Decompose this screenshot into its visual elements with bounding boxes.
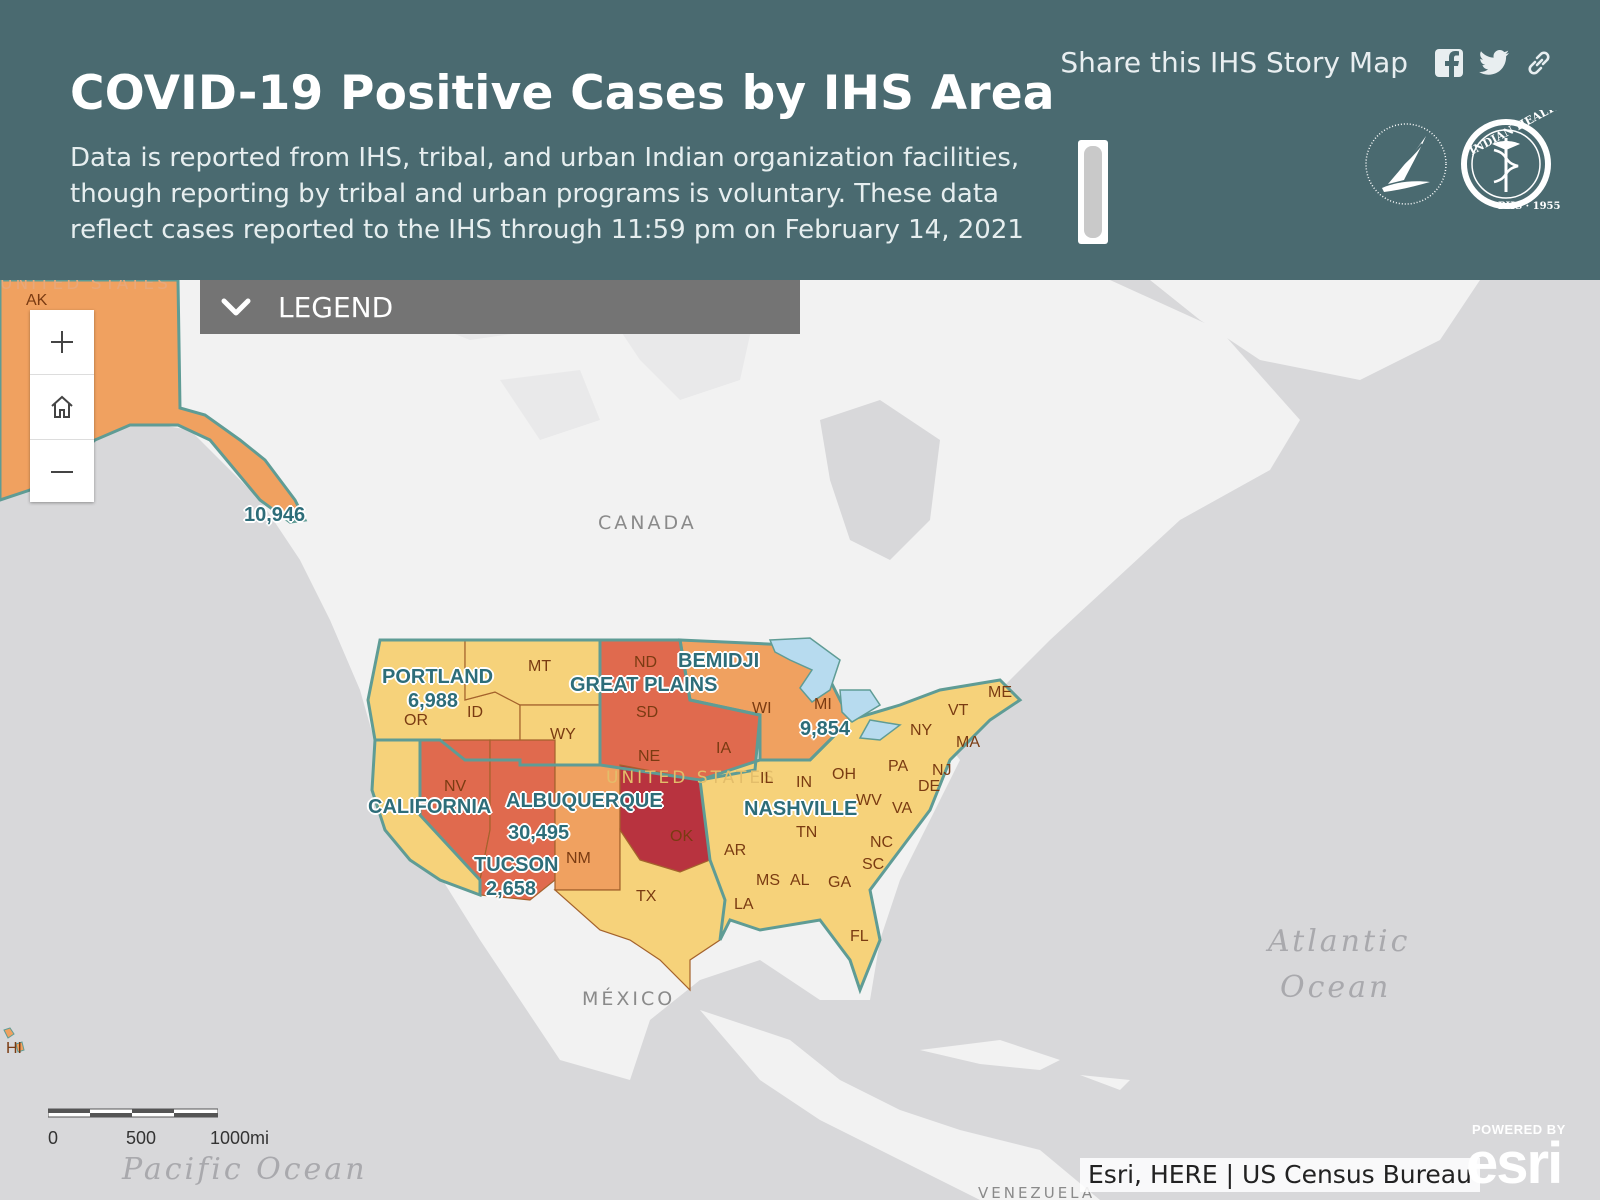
atlantic-ocean-label-1: Atlantic bbox=[1268, 924, 1411, 959]
area-label-bemidji: BEMIDJI bbox=[678, 650, 760, 672]
state-label-al: AL bbox=[790, 872, 810, 889]
hudson-bay bbox=[820, 400, 940, 560]
story-map-header: COVID-19 Positive Cases by IHS Area Data… bbox=[0, 0, 1600, 280]
state-label-vt: VT bbox=[948, 702, 969, 719]
scale-label-1000: 1000mi bbox=[210, 1128, 270, 1148]
scale-bar: 0 500 1000mi bbox=[48, 1108, 278, 1158]
area-label-tucson: TUCSON bbox=[474, 854, 559, 876]
page-description: Data is reported from IHS, tribal, and u… bbox=[70, 143, 1024, 245]
state-label-ia: IA bbox=[716, 740, 732, 757]
state-label-ak: AK bbox=[26, 292, 48, 309]
state-label-nd: ND bbox=[634, 654, 658, 671]
state-label-ok: OK bbox=[670, 828, 694, 845]
area-label-albuquerque: ALBUQUERQUE bbox=[506, 790, 663, 812]
state-label-hi: HI bbox=[6, 1040, 22, 1057]
venezuela-label: VENEZUELA bbox=[978, 1184, 1096, 1200]
area-label-california: CALIFORNIA bbox=[368, 796, 492, 818]
state-label-pa: PA bbox=[888, 758, 909, 775]
state-label-ma: MA bbox=[956, 734, 980, 751]
hawaii-area bbox=[3, 1027, 25, 1053]
caribbean-islands bbox=[920, 1040, 1130, 1090]
zoom-controls bbox=[30, 310, 94, 502]
state-label-nc: NC bbox=[870, 834, 894, 851]
area-label-portland: PORTLAND bbox=[382, 666, 494, 688]
state-label-tx: TX bbox=[636, 888, 657, 905]
state-label-ms: MS bbox=[756, 872, 780, 889]
legend-toggle[interactable]: LEGEND bbox=[200, 280, 800, 334]
us-faded-label-2: UNITED STATES bbox=[606, 768, 777, 788]
home-icon bbox=[51, 395, 73, 418]
state-label-fl: FL bbox=[850, 928, 869, 945]
greenland-land bbox=[1150, 280, 1480, 380]
map-view[interactable]: CANADA MÉXICO VENEZUELA UNITED STATES UN… bbox=[0, 280, 1600, 1200]
area-label-nashville: NASHVILLE bbox=[744, 798, 858, 820]
state-label-id: ID bbox=[467, 704, 483, 721]
state-label-mt: MT bbox=[528, 658, 552, 675]
canada-label: CANADA bbox=[598, 512, 697, 534]
navajo-area bbox=[479, 739, 556, 901]
plus-icon bbox=[51, 331, 73, 353]
description-scrollbar[interactable] bbox=[1078, 140, 1108, 244]
mexico-label: MÉXICO bbox=[582, 988, 676, 1010]
area-label-great-plains: GREAT PLAINS bbox=[570, 674, 718, 696]
state-label-nj: NJ bbox=[932, 762, 952, 779]
state-label-oh: OH bbox=[832, 766, 856, 783]
state-label-va: VA bbox=[892, 800, 913, 817]
state-label-sd: SD bbox=[636, 704, 659, 721]
state-label-wi: WI bbox=[752, 700, 772, 717]
link-icon[interactable] bbox=[1524, 48, 1554, 78]
scale-label-0: 0 bbox=[48, 1128, 59, 1148]
esri-logo[interactable]: POWERED BY esri bbox=[1466, 1122, 1566, 1196]
share-label: Share this IHS Story Map bbox=[1060, 46, 1408, 79]
area-count-alaska: 10,946 bbox=[244, 504, 306, 526]
page-title: COVID-19 Positive Cases by IHS Area bbox=[70, 66, 1055, 121]
area-count-albuquerque: 30,495 bbox=[508, 822, 570, 844]
share-bar: Share this IHS Story Map bbox=[1060, 46, 1554, 79]
state-label-nm: NM bbox=[566, 850, 591, 867]
state-label-or: OR bbox=[404, 712, 428, 729]
zoom-out-button[interactable] bbox=[30, 440, 94, 504]
central-america-land bbox=[700, 1010, 1100, 1200]
state-label-de: DE bbox=[918, 778, 941, 795]
area-count-tucson: 2,658 bbox=[486, 878, 537, 900]
minus-icon bbox=[51, 471, 73, 473]
state-label-ga: GA bbox=[828, 874, 852, 891]
scale-label-500: 500 bbox=[126, 1128, 157, 1148]
pacific-ocean-label: Pacific Ocean bbox=[122, 1152, 368, 1187]
state-label-la: LA bbox=[734, 896, 754, 913]
area-count-bemidji: 9,854 bbox=[800, 718, 851, 740]
state-label-ar: AR bbox=[724, 842, 747, 859]
us-faded-label: UNITED STATES bbox=[0, 280, 171, 294]
home-button[interactable] bbox=[30, 375, 94, 440]
facebook-icon[interactable] bbox=[1434, 48, 1464, 78]
state-label-me: ME bbox=[988, 684, 1012, 701]
state-label-sc: SC bbox=[862, 856, 885, 873]
map-attribution[interactable]: Esri, HERE | US Census Bureau bbox=[1080, 1158, 1480, 1192]
chevron-down-icon bbox=[206, 297, 266, 317]
state-label-wy: WY bbox=[550, 726, 576, 743]
state-label-in: IN bbox=[796, 774, 812, 791]
state-label-ny: NY bbox=[910, 722, 933, 739]
hhs-ihs-logo: INDIAN HEALTH SERVICE PHS · 1955 bbox=[1365, 110, 1560, 212]
area-count-portland: 6,988 bbox=[408, 690, 459, 712]
legend-label: LEGEND bbox=[278, 290, 394, 324]
zoom-in-button[interactable] bbox=[30, 310, 94, 375]
svg-text:PHS · 1955: PHS · 1955 bbox=[1498, 201, 1560, 212]
state-label-il: IL bbox=[760, 770, 774, 787]
state-label-mi: MI bbox=[814, 696, 832, 713]
great-lakes bbox=[768, 637, 902, 741]
state-label-nv: NV bbox=[444, 778, 467, 795]
state-label-wv: WV bbox=[856, 792, 882, 809]
state-label-tn: TN bbox=[796, 824, 818, 841]
atlantic-ocean-label-2: Ocean bbox=[1280, 970, 1392, 1005]
twitter-icon[interactable] bbox=[1478, 49, 1510, 77]
state-label-ne: NE bbox=[638, 748, 661, 765]
scale-bar-graphic bbox=[48, 1108, 218, 1118]
